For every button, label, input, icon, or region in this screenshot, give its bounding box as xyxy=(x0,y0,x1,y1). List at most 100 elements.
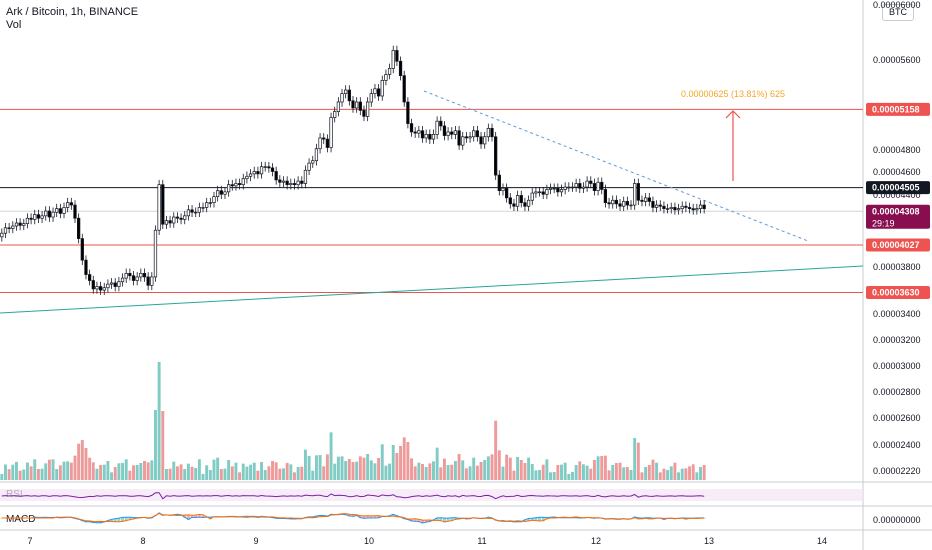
candle-body xyxy=(695,208,699,211)
volume-bar xyxy=(699,467,702,480)
candle-body xyxy=(581,186,586,189)
volume-bar xyxy=(501,466,505,480)
candle-body xyxy=(336,101,340,112)
volume-bar xyxy=(406,442,410,480)
candle-body xyxy=(662,205,666,209)
volume-bar xyxy=(333,463,337,480)
macd-histogram-bar xyxy=(351,514,355,517)
candle-body xyxy=(314,148,319,162)
candle-body xyxy=(270,167,275,172)
volume-bar xyxy=(307,456,311,480)
symbol-title[interactable]: Ark / Bitcoin, 1h, BINANCE xyxy=(6,6,139,18)
candle-body xyxy=(512,203,516,207)
volume-bar xyxy=(14,461,18,480)
volume-label[interactable]: Vol xyxy=(6,19,22,31)
candle-body xyxy=(479,136,483,145)
volume-bar xyxy=(179,464,183,480)
volume-bar xyxy=(549,472,552,480)
candle-body xyxy=(183,215,187,220)
volume-bar xyxy=(410,458,413,480)
y-tick-label: 0.00002800 xyxy=(873,387,921,397)
candle-body xyxy=(347,89,351,102)
candle-body xyxy=(256,171,260,175)
currency-tag[interactable]: BTC xyxy=(882,4,914,21)
macd-histogram-bar xyxy=(201,514,205,518)
candle-body xyxy=(537,191,542,194)
candle-body xyxy=(424,133,428,139)
macd-histogram-bar xyxy=(413,518,417,522)
volume-bar xyxy=(366,454,370,480)
candle-body xyxy=(501,187,505,192)
candle-body xyxy=(44,210,48,217)
rsi-line xyxy=(1,492,705,500)
candles-group xyxy=(0,45,706,295)
candle-body xyxy=(55,208,59,213)
volume-bar xyxy=(66,461,70,480)
volume-bar xyxy=(55,469,59,480)
macd-histogram-bar xyxy=(435,517,439,521)
x-tick-label: 10 xyxy=(364,536,374,546)
chart-legend: Ark / Bitcoin, 1h, BINANCE Vol xyxy=(6,6,138,32)
macd-histogram-bar xyxy=(183,515,187,518)
candle-body xyxy=(413,131,417,134)
projection-arrow-head xyxy=(725,110,741,119)
candle-body xyxy=(164,220,169,225)
volume-bar xyxy=(362,457,366,480)
volume-bar xyxy=(33,459,37,480)
macd-histogram-bar xyxy=(208,517,212,520)
volume-bar xyxy=(380,444,384,480)
volume-bar xyxy=(238,472,242,480)
volume-bar xyxy=(567,474,571,480)
candle-body xyxy=(574,183,578,188)
candle-body xyxy=(570,186,575,189)
volume-bar xyxy=(413,466,417,480)
volume-bar xyxy=(80,440,84,480)
volume-bar xyxy=(267,466,271,480)
volume-bar xyxy=(442,458,446,480)
volume-bar xyxy=(355,461,359,480)
macd-histogram-bar xyxy=(110,519,114,522)
candle-body xyxy=(603,189,608,203)
candle-body xyxy=(647,197,651,202)
candle-body xyxy=(578,183,582,189)
volume-bar xyxy=(194,468,198,480)
candle-body xyxy=(508,197,512,205)
volume-bar xyxy=(658,472,662,480)
candle-body xyxy=(281,180,286,183)
candle-body xyxy=(453,130,458,135)
macd-histogram-bar xyxy=(410,519,413,522)
candle-body xyxy=(439,120,443,127)
price-badge: 0.00004505 xyxy=(866,181,930,195)
candle-body xyxy=(391,50,395,69)
macd-histogram-bar xyxy=(421,520,424,524)
candle-body xyxy=(234,183,238,187)
candle-body xyxy=(600,181,604,190)
volume-bar xyxy=(655,462,659,480)
candle-body xyxy=(519,195,523,203)
candle-body xyxy=(684,205,688,208)
volume-bar xyxy=(311,470,315,480)
volume-bar xyxy=(453,461,457,480)
candle-body xyxy=(483,136,487,145)
candle-body xyxy=(124,272,128,279)
candle-body xyxy=(344,89,348,94)
volume-bar xyxy=(461,460,465,480)
macd-tick-label: 0.00000000 xyxy=(873,515,921,525)
price-badge-bg xyxy=(866,238,930,252)
volume-bar xyxy=(289,464,293,480)
macd-histogram-bar xyxy=(121,517,125,522)
volume-bar xyxy=(208,470,212,480)
volume-bar xyxy=(497,450,501,480)
macd-histogram-bar xyxy=(417,519,421,522)
y-tick-label: 0.00003200 xyxy=(873,335,921,345)
volume-bar xyxy=(399,446,403,480)
candle-body xyxy=(420,130,425,139)
price-badge: 0.00004308 29:19 xyxy=(866,204,930,229)
macd-histogram-bar xyxy=(538,517,542,522)
price-badge-bg xyxy=(866,102,930,116)
macd-histogram-bar xyxy=(446,518,450,522)
candle-body xyxy=(658,204,662,207)
candle-body xyxy=(113,282,117,287)
candle-body xyxy=(7,227,11,229)
